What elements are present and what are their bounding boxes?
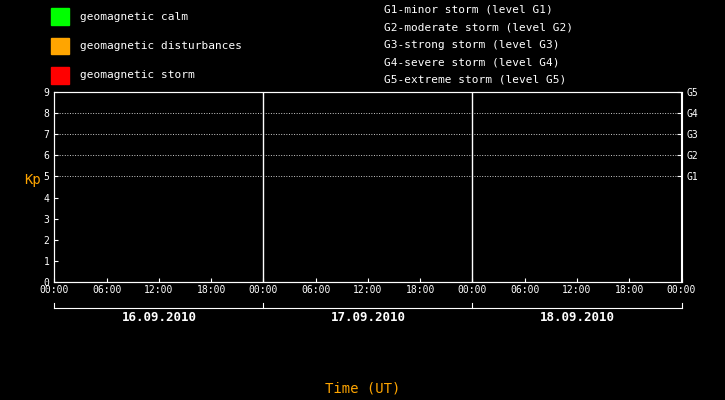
Text: geomagnetic calm: geomagnetic calm xyxy=(80,12,188,22)
Bar xyxy=(51,67,69,84)
Y-axis label: Kp: Kp xyxy=(24,173,41,187)
Text: G3-strong storm (level G3): G3-strong storm (level G3) xyxy=(384,40,560,50)
Text: G5-extreme storm (level G5): G5-extreme storm (level G5) xyxy=(384,74,566,84)
Text: geomagnetic storm: geomagnetic storm xyxy=(80,70,194,80)
Text: G1-minor storm (level G1): G1-minor storm (level G1) xyxy=(384,5,553,15)
Text: 17.09.2010: 17.09.2010 xyxy=(331,311,405,324)
Text: geomagnetic disturbances: geomagnetic disturbances xyxy=(80,41,241,51)
Bar xyxy=(51,38,69,54)
Text: G2-moderate storm (level G2): G2-moderate storm (level G2) xyxy=(384,22,573,32)
Bar xyxy=(51,8,69,25)
Text: 16.09.2010: 16.09.2010 xyxy=(121,311,196,324)
Text: G4-severe storm (level G4): G4-severe storm (level G4) xyxy=(384,57,560,67)
Text: 18.09.2010: 18.09.2010 xyxy=(539,311,615,324)
Text: Time (UT): Time (UT) xyxy=(325,382,400,396)
